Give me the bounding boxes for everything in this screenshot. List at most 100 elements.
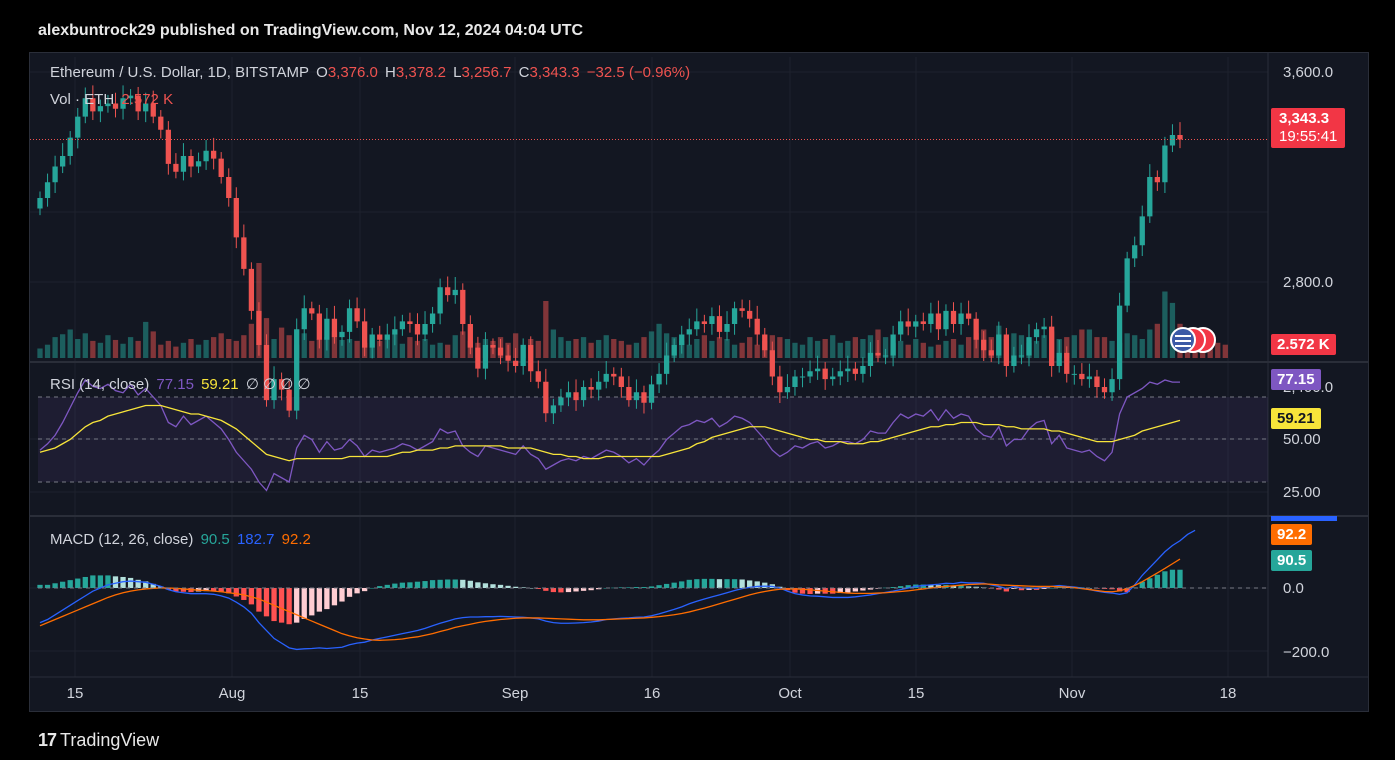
candle-body — [709, 316, 715, 324]
candle-body — [1094, 376, 1100, 387]
candle-body — [777, 376, 783, 393]
low-value: 3,256.7 — [461, 64, 512, 81]
volume-bar — [1215, 342, 1221, 358]
volume-bar — [407, 337, 413, 358]
candle-body — [1116, 305, 1123, 380]
volume-bar — [716, 337, 723, 358]
candle-body — [301, 308, 307, 330]
candle-body — [814, 368, 821, 372]
candle-body — [512, 360, 519, 366]
candle-body — [226, 177, 232, 198]
volume-bar — [233, 340, 239, 358]
macd-histogram-bar — [905, 585, 911, 588]
macd-histogram-bar — [1124, 588, 1130, 593]
candle-body — [399, 321, 406, 330]
candle-body — [120, 98, 126, 109]
volume-bar — [694, 339, 700, 358]
candle-body — [731, 308, 738, 324]
candle-body — [37, 198, 43, 209]
macd-histogram-bar — [127, 577, 134, 588]
candle-body — [233, 198, 239, 238]
hist-tag: 90.5 — [1271, 550, 1313, 571]
macd-histogram-bar — [626, 587, 632, 588]
macd-histogram-bar — [233, 588, 239, 597]
macd-histogram-bar — [1154, 574, 1160, 588]
macd-histogram-bar — [271, 588, 277, 622]
volume-bar — [44, 344, 51, 358]
macd-histogram-bar — [958, 585, 964, 588]
volume-bar — [709, 340, 715, 358]
candle-body — [135, 95, 141, 112]
volume-bar — [648, 331, 655, 358]
volume-bar — [188, 339, 194, 358]
volume-bar — [354, 340, 360, 358]
footer: 17 TradingView — [38, 730, 159, 751]
volume-bar — [445, 344, 451, 358]
candle-body — [429, 313, 436, 324]
candle-body — [180, 156, 187, 172]
candle-body — [1064, 352, 1070, 374]
volume-bar — [1101, 337, 1108, 358]
macd-histogram-bar — [226, 588, 232, 594]
candle-body — [950, 310, 957, 324]
volume-bar — [943, 340, 949, 358]
signal-tag: 92.2 — [1271, 524, 1313, 545]
volume-bar — [935, 344, 942, 358]
volume-bar — [1079, 329, 1085, 358]
candle-body — [278, 379, 285, 390]
volume-bar — [173, 346, 179, 358]
macd-histogram-bar — [218, 588, 224, 593]
price-axis-label: 3,600.0 — [1283, 64, 1333, 81]
macd-histogram-bar — [1049, 588, 1055, 589]
volume-bar — [573, 339, 579, 358]
macd-histogram-bar — [792, 588, 798, 593]
macd-histogram-bar — [882, 587, 889, 589]
candle-body — [324, 318, 330, 340]
macd-histogram-bar — [596, 588, 602, 590]
volume-bar — [512, 333, 519, 358]
candle-body — [1139, 216, 1145, 246]
macd-histogram-bar — [44, 584, 51, 588]
volume-bar — [898, 340, 904, 358]
candle-body — [558, 397, 564, 406]
volume-bar — [580, 337, 587, 358]
publisher-line: alexbuntrock29 published on TradingView.… — [38, 22, 584, 39]
candle-body — [928, 313, 934, 324]
volume-bar — [565, 340, 572, 358]
volume-bar — [905, 344, 911, 358]
volume-bar — [1147, 329, 1153, 358]
macd-signal-value: 92.2 — [281, 531, 311, 548]
volume-bar — [754, 344, 760, 358]
volume-bar — [286, 335, 292, 358]
volume-bar — [603, 335, 609, 358]
time-axis-label: Aug — [219, 685, 246, 702]
candle-body — [784, 387, 791, 393]
candle-body — [505, 355, 511, 361]
candle-body — [460, 289, 466, 324]
candle-body — [218, 158, 224, 177]
high-value: 3,378.2 — [395, 64, 446, 81]
macd-histogram-bar — [331, 588, 338, 606]
macd-histogram-bar — [301, 588, 307, 619]
volume-bar — [346, 339, 353, 358]
us-flag-events-icon[interactable] — [1162, 325, 1218, 355]
macd-histogram-bar — [747, 580, 753, 588]
candle-body — [339, 331, 345, 338]
candle-body — [437, 287, 443, 314]
macd-histogram-bar — [543, 588, 549, 591]
candle-body — [724, 324, 730, 332]
candle-body — [44, 182, 51, 198]
candle-body — [762, 334, 768, 351]
volume-bar — [1094, 337, 1100, 358]
macd-histogram-bar — [535, 588, 541, 589]
volume-bar — [588, 342, 594, 358]
candle-body — [769, 350, 775, 377]
volume-bar — [822, 339, 828, 358]
candle-body — [565, 392, 572, 398]
candle-body — [965, 313, 972, 319]
candle-body — [112, 103, 119, 109]
candle-body — [354, 308, 360, 322]
macd-histogram-bar — [173, 588, 179, 592]
volume-bar — [950, 339, 957, 358]
